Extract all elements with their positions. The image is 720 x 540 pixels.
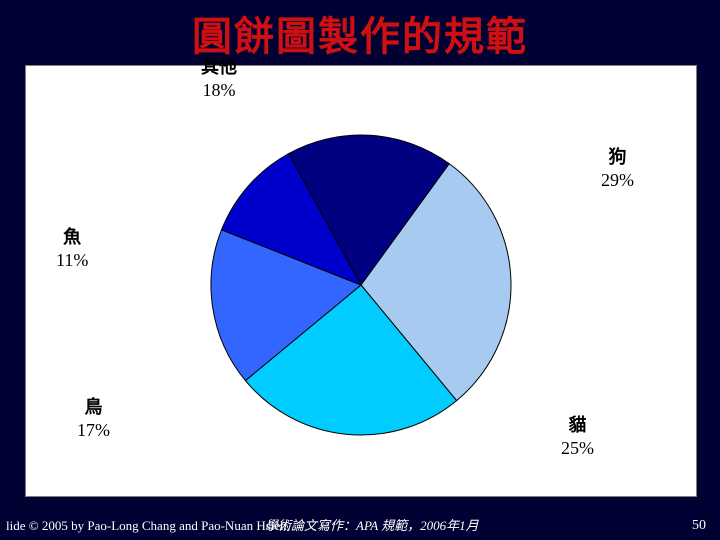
pie-chart (201, 125, 521, 450)
footer-copyright: lide © 2005 by Pao-Long Chang and Pao-Nu… (6, 518, 290, 534)
slide-title: 圓餅圖製作的規範 (192, 14, 528, 59)
slice-label-name: 鳥 (77, 396, 110, 419)
slice-label-percent: 17% (77, 419, 110, 442)
slice-label: 魚11% (56, 226, 88, 271)
slice-label-percent: 25% (561, 437, 594, 460)
footer-citation: 學術論文寫作：APA 規範，2006年1月 (265, 515, 479, 534)
pie-svg (201, 125, 521, 445)
title-bar: 圓餅圖製作的規範 (0, 0, 720, 62)
footer-page-number: 50 (692, 518, 706, 534)
slice-label: 狗29% (601, 146, 634, 191)
slice-label-name: 狗 (601, 146, 634, 169)
slice-label-percent: 18% (201, 79, 237, 102)
slice-label-name: 魚 (56, 226, 88, 249)
chart-area: 狗29%貓25%鳥17%魚11%其他18% (25, 65, 697, 497)
slide-root: 圓餅圖製作的規範 狗29% 貓25% 鳥17% 魚11% 其他18% lide © 20… (0, 0, 720, 540)
slice-label: 鳥17% (77, 396, 110, 441)
slice-label-name: 貓 (561, 414, 594, 437)
slice-label: 其他18% (201, 56, 237, 101)
footer-bar: lide © 2005 by Pao-Long Chang and Pao-Nu… (0, 512, 720, 540)
slice-label-name: 其他 (201, 56, 237, 79)
slice-label: 貓25% (561, 414, 594, 459)
slice-label-percent: 11% (56, 249, 88, 272)
slice-label-percent: 29% (601, 169, 634, 192)
